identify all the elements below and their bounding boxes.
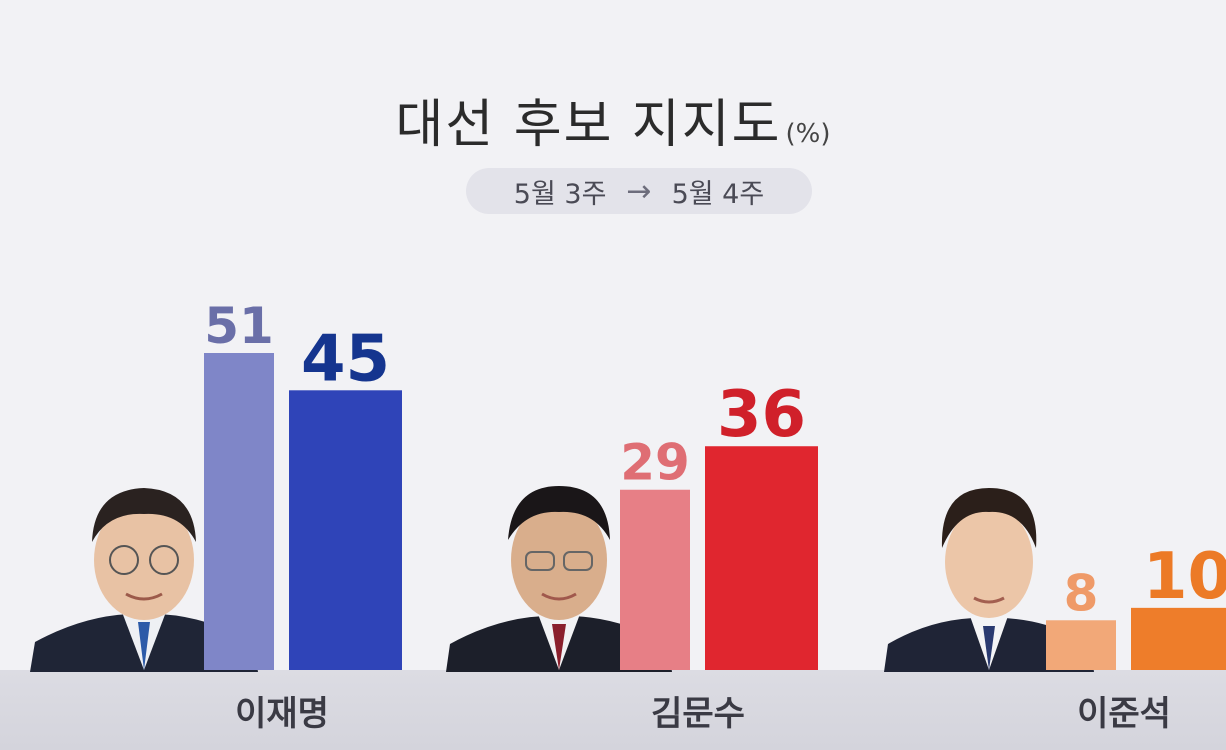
chart-title: 대선 후보 지지도 bbox=[395, 95, 782, 155]
candidate-name-kim-moon-soo: 김문수 bbox=[651, 694, 745, 734]
name-band bbox=[0, 670, 1226, 750]
period-from: 5월 3주 bbox=[513, 178, 607, 210]
bar-lee-jae-myung-curr bbox=[289, 390, 402, 670]
arrow-right-icon: → bbox=[626, 173, 652, 209]
unit-label: (%) bbox=[785, 119, 831, 149]
candidate-name-lee-jun-seok: 이준석 bbox=[1077, 694, 1171, 734]
bar-lee-jun-seok-curr bbox=[1131, 607, 1226, 670]
candidate-photo-lee-jun-seok bbox=[884, 488, 1094, 672]
candidate-name-lee-jae-myung: 이재명 bbox=[235, 694, 329, 734]
value-label-kim-moon-soo-curr: 36 bbox=[717, 378, 806, 452]
value-label-lee-jun-seok-prev: 8 bbox=[1064, 564, 1099, 622]
period-legend: 5월 3주 → 5월 4주 bbox=[466, 168, 812, 214]
chart-title-row: 대선 후보 지지도 (%) bbox=[0, 82, 1226, 157]
value-label-lee-jae-myung-prev: 51 bbox=[204, 297, 274, 355]
value-label-kim-moon-soo-prev: 29 bbox=[620, 434, 690, 492]
bar-lee-jun-seok-prev bbox=[1046, 620, 1116, 670]
bar-kim-moon-soo-prev bbox=[620, 489, 690, 670]
bar-kim-moon-soo-curr bbox=[705, 446, 818, 670]
candidate-photo-lee-jae-myung bbox=[30, 488, 258, 672]
bar-lee-jae-myung-prev bbox=[204, 353, 274, 670]
candidate-photo-kim-moon-soo bbox=[446, 486, 672, 672]
value-label-lee-jae-myung-curr: 45 bbox=[301, 322, 390, 396]
value-label-lee-jun-seok-curr: 10 bbox=[1143, 540, 1226, 614]
period-to: 5월 4주 bbox=[671, 178, 765, 210]
